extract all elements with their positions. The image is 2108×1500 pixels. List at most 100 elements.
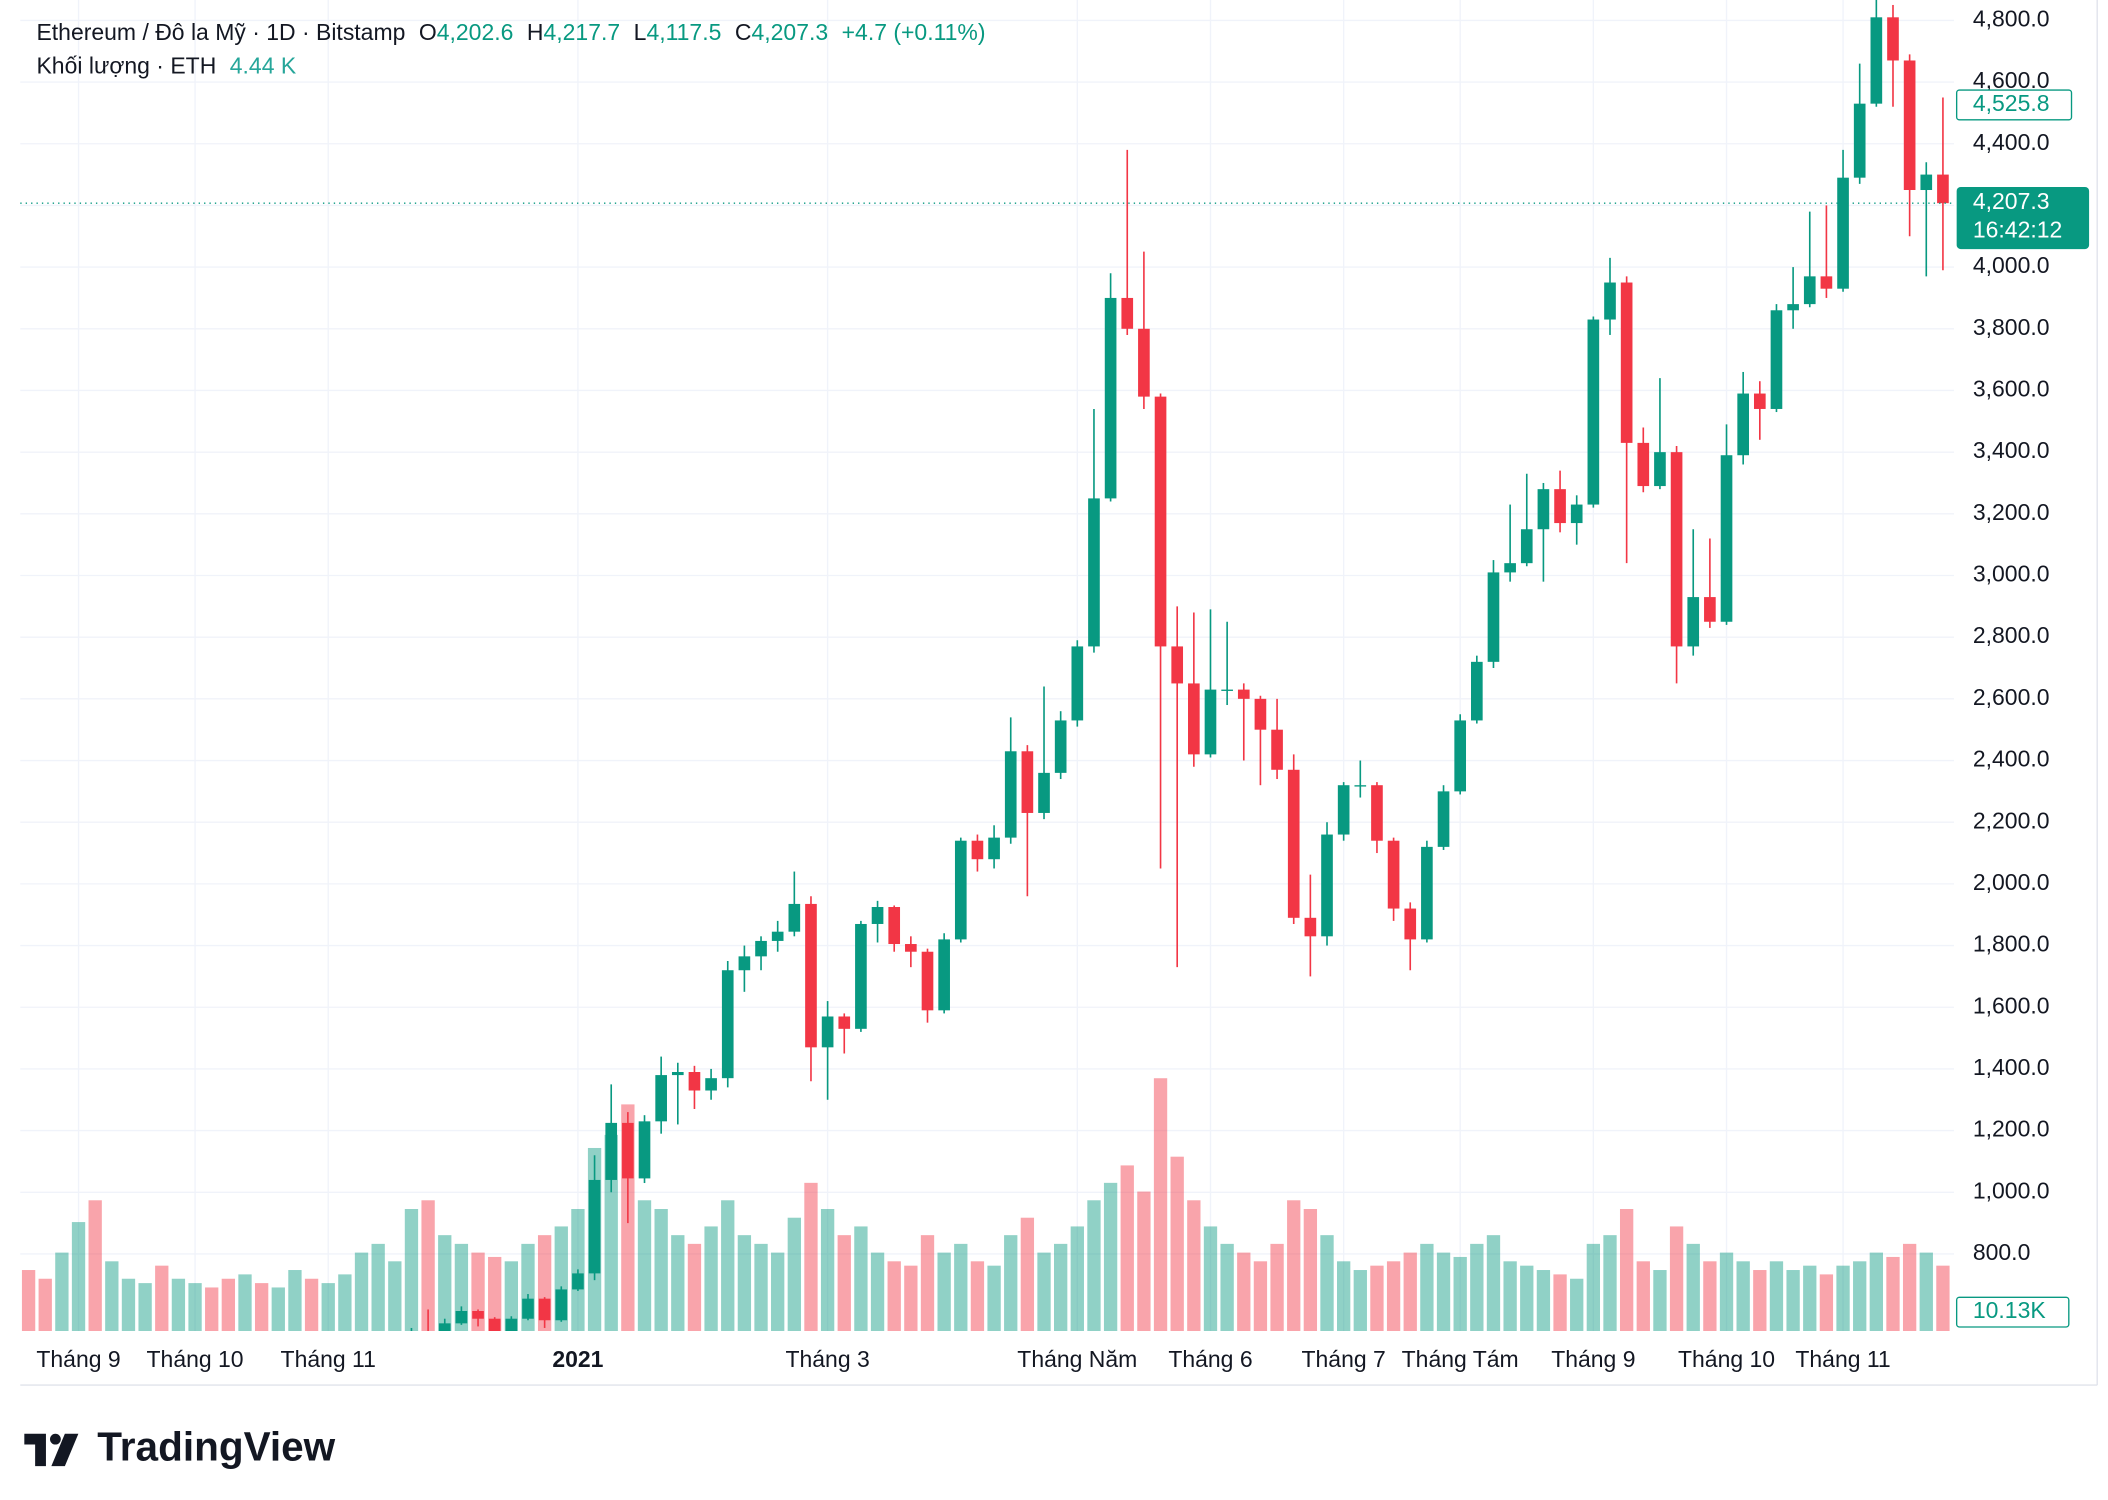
volume-bar [338, 1274, 352, 1332]
y-tick-label: 3,000.0 [1973, 561, 2050, 587]
candle-body [821, 1016, 834, 1048]
volume-bar [1037, 1252, 1051, 1332]
candle-body [1071, 646, 1084, 721]
x-tick-label: Tháng 9 [36, 1346, 120, 1372]
candle-body [339, 1373, 351, 1379]
candle-body [1337, 785, 1350, 835]
volume-bar [1220, 1243, 1234, 1332]
candle-body [1104, 297, 1117, 499]
volume-bar [304, 1278, 319, 1332]
candle-body [788, 903, 801, 932]
candle-body [1054, 720, 1067, 773]
y-tick-label: 1,800.0 [1973, 931, 2050, 957]
volume-bar [687, 1243, 702, 1332]
ohlc-key: C [735, 19, 752, 45]
volume-legend: Khối lượng · ETH 4.44 K [36, 53, 296, 79]
volume-bar [1803, 1265, 1817, 1332]
volume-bar [188, 1283, 202, 1332]
volume-bar [1120, 1165, 1134, 1332]
volume-bar [454, 1243, 469, 1332]
candle-body [472, 1311, 484, 1319]
y-tick-label: 1,200.0 [1973, 1116, 2050, 1142]
volume-bar [1520, 1265, 1534, 1332]
volume-bar [704, 1226, 718, 1332]
volume-bar [1536, 1270, 1551, 1332]
candle-body [871, 907, 884, 924]
x-tick-label: Tháng 11 [281, 1346, 376, 1372]
volume-bar [1420, 1243, 1434, 1332]
candle-body [622, 1122, 634, 1179]
candle-body [1787, 304, 1799, 311]
candle-body [1587, 319, 1600, 505]
volume-bar [1370, 1265, 1384, 1332]
axes: 800.0 1,000.0 1,200.0 1,400.0 1,600.0 1,800.0… [20, 5, 2090, 1372]
candle-body [921, 951, 934, 1011]
volume-bar [88, 1200, 102, 1332]
candle-body [438, 1323, 451, 1332]
volume-bar [1203, 1226, 1218, 1332]
ohlc-key: L [634, 19, 647, 45]
candle-body [1853, 103, 1866, 178]
volume-bar [55, 1252, 69, 1332]
volume-title: Khối lượng · ETH [36, 53, 216, 79]
candle-body [905, 944, 917, 952]
volume-bar [1886, 1256, 1900, 1332]
volume-bar [1170, 1156, 1184, 1332]
candle-body [755, 940, 767, 957]
volume-scale-box [1955, 1296, 2070, 1328]
candle-body [1920, 174, 1933, 191]
y-tick-label: 2,800.0 [1973, 622, 2050, 648]
candle-body [721, 970, 734, 1079]
volume-bar [1253, 1261, 1268, 1332]
brand: TradingView [97, 1424, 335, 1470]
candle-body [738, 956, 751, 971]
candle-body [1737, 393, 1749, 456]
y-tick-label: 2,200.0 [1973, 807, 2050, 833]
ohlc-key: O [419, 19, 437, 45]
volume-bar [1653, 1270, 1667, 1332]
volume-bar [1353, 1270, 1367, 1332]
candle-body [1471, 661, 1483, 721]
y-tick-label: 4,400.0 [1973, 129, 2050, 155]
x-tick-label: Tháng 7 [1302, 1346, 1386, 1372]
volume-bar [1919, 1252, 1933, 1332]
volume-bar [1786, 1270, 1800, 1332]
candle-body [1421, 846, 1433, 940]
candle-body [1387, 840, 1400, 909]
candle-body [1004, 751, 1017, 838]
candle-body [1088, 498, 1100, 647]
candle-body [39, 1380, 51, 1382]
volume-bar [1470, 1243, 1484, 1332]
y-tick-label: 1,600.0 [1973, 992, 2050, 1018]
candle-body [838, 1016, 851, 1029]
volume-bar [637, 1200, 652, 1332]
volume-bar [1153, 1078, 1168, 1332]
volume-bar [954, 1243, 968, 1332]
candle-body [1504, 563, 1516, 573]
volume-bar [1736, 1261, 1750, 1332]
candle-body [538, 1298, 551, 1321]
candle-body [1021, 751, 1034, 813]
volume-bar [238, 1274, 252, 1332]
symbol: Ethereum / Đô la Mỹ · 1D · Bitstamp [36, 19, 405, 45]
candle-body [1437, 791, 1450, 847]
candle-body [1171, 646, 1184, 684]
candle-body [1753, 393, 1766, 409]
volume-bar [737, 1235, 752, 1332]
candle-body [1038, 772, 1050, 813]
candle-body [422, 1331, 434, 1332]
candle-body [705, 1078, 717, 1091]
volume-bar [1403, 1252, 1417, 1332]
ohlc-value: 4,207.3 [751, 19, 828, 45]
candle-body [855, 923, 867, 1029]
candle-body [572, 1273, 584, 1290]
volume-bar [504, 1261, 518, 1332]
x-tick-label: Tháng 10 [147, 1346, 244, 1372]
y-tick-label: 4,000.0 [1973, 252, 2050, 278]
candle-body [139, 1382, 151, 1384]
candle-body [1654, 452, 1666, 487]
volume-bar [654, 1209, 668, 1332]
volume-bar [1902, 1243, 1917, 1332]
candle-body [1271, 729, 1283, 770]
